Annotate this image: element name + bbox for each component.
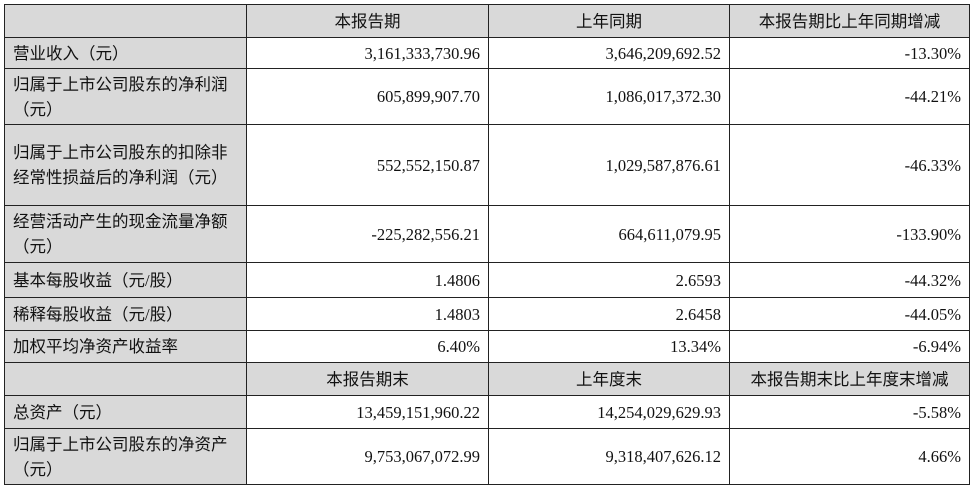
row-label: 总资产（元） — [4, 395, 247, 429]
prior-value: 13.34% — [488, 330, 730, 363]
current-value: 552,552,150.87 — [246, 124, 489, 206]
table-row: 加权平均净资产收益率 6.40% 13.34% -6.94% — [4, 330, 970, 363]
table-row: 总资产（元） 13,459,151,960.22 14,254,029,629.… — [4, 395, 970, 429]
row-label: 基本每股收益（元/股） — [4, 262, 247, 298]
prior-value: 664,611,079.95 — [488, 205, 730, 263]
row-label: 归属于上市公司股东的净资产（元） — [4, 428, 247, 485]
header-change: 本报告期比上年同期增减 — [729, 4, 970, 38]
header-row-period-end: 本报告期末 上年度末 本报告期末比上年度末增减 — [4, 362, 970, 396]
header-change: 本报告期末比上年度末增减 — [729, 362, 970, 396]
row-label: 营业收入（元） — [4, 37, 247, 69]
prior-value: 2.6458 — [488, 297, 730, 331]
prior-value: 2.6593 — [488, 262, 730, 298]
change-value: -13.30% — [729, 37, 970, 69]
table-row: 稀释每股收益（元/股） 1.4803 2.6458 -44.05% — [4, 297, 970, 331]
current-value: 605,899,907.70 — [246, 68, 489, 125]
current-value: 3,161,333,730.96 — [246, 37, 489, 69]
row-label: 归属于上市公司股东的净利润（元） — [4, 68, 247, 125]
change-value: -46.33% — [729, 124, 970, 206]
row-label: 稀释每股收益（元/股） — [4, 297, 247, 331]
change-value: -133.90% — [729, 205, 970, 263]
current-value: 6.40% — [246, 330, 489, 363]
header-period-end: 本报告期末 — [246, 362, 489, 396]
current-value: 13,459,151,960.22 — [246, 395, 489, 429]
financial-summary-table: 本报告期 上年同期 本报告期比上年同期增减 营业收入（元） 3,161,333,… — [4, 4, 970, 485]
table-row: 归属于上市公司股东的净利润（元） 605,899,907.70 1,086,01… — [4, 68, 970, 125]
table-row: 基本每股收益（元/股） 1.4806 2.6593 -44.32% — [4, 262, 970, 298]
change-value: 4.66% — [729, 428, 970, 485]
header-cell-empty — [4, 4, 247, 38]
table-row: 经营活动产生的现金流量净额（元） -225,282,556.21 664,611… — [4, 205, 970, 263]
row-label: 经营活动产生的现金流量净额（元） — [4, 205, 247, 263]
change-value: -6.94% — [729, 330, 970, 363]
current-value: -225,282,556.21 — [246, 205, 489, 263]
header-prior-year-end: 上年度末 — [488, 362, 730, 396]
change-value: -44.05% — [729, 297, 970, 331]
prior-value: 1,029,587,876.61 — [488, 124, 730, 206]
current-value: 1.4803 — [246, 297, 489, 331]
table-row: 归属于上市公司股东的扣除非经常性损益后的净利润（元） 552,552,150.8… — [4, 124, 970, 206]
prior-value: 9,318,407,626.12 — [488, 428, 730, 485]
change-value: -44.21% — [729, 68, 970, 125]
header-cell-empty — [4, 362, 247, 396]
change-value: -44.32% — [729, 262, 970, 298]
row-label: 归属于上市公司股东的扣除非经常性损益后的净利润（元） — [4, 124, 247, 206]
current-value: 9,753,067,072.99 — [246, 428, 489, 485]
header-prior-period: 上年同期 — [488, 4, 730, 38]
prior-value: 3,646,209,692.52 — [488, 37, 730, 69]
prior-value: 14,254,029,629.93 — [488, 395, 730, 429]
change-value: -5.58% — [729, 395, 970, 429]
table-row: 营业收入（元） 3,161,333,730.96 3,646,209,692.5… — [4, 37, 970, 69]
prior-value: 1,086,017,372.30 — [488, 68, 730, 125]
header-row: 本报告期 上年同期 本报告期比上年同期增减 — [4, 4, 970, 38]
current-value: 1.4806 — [246, 262, 489, 298]
header-current-period: 本报告期 — [246, 4, 489, 38]
row-label: 加权平均净资产收益率 — [4, 330, 247, 363]
table-row: 归属于上市公司股东的净资产（元） 9,753,067,072.99 9,318,… — [4, 428, 970, 485]
